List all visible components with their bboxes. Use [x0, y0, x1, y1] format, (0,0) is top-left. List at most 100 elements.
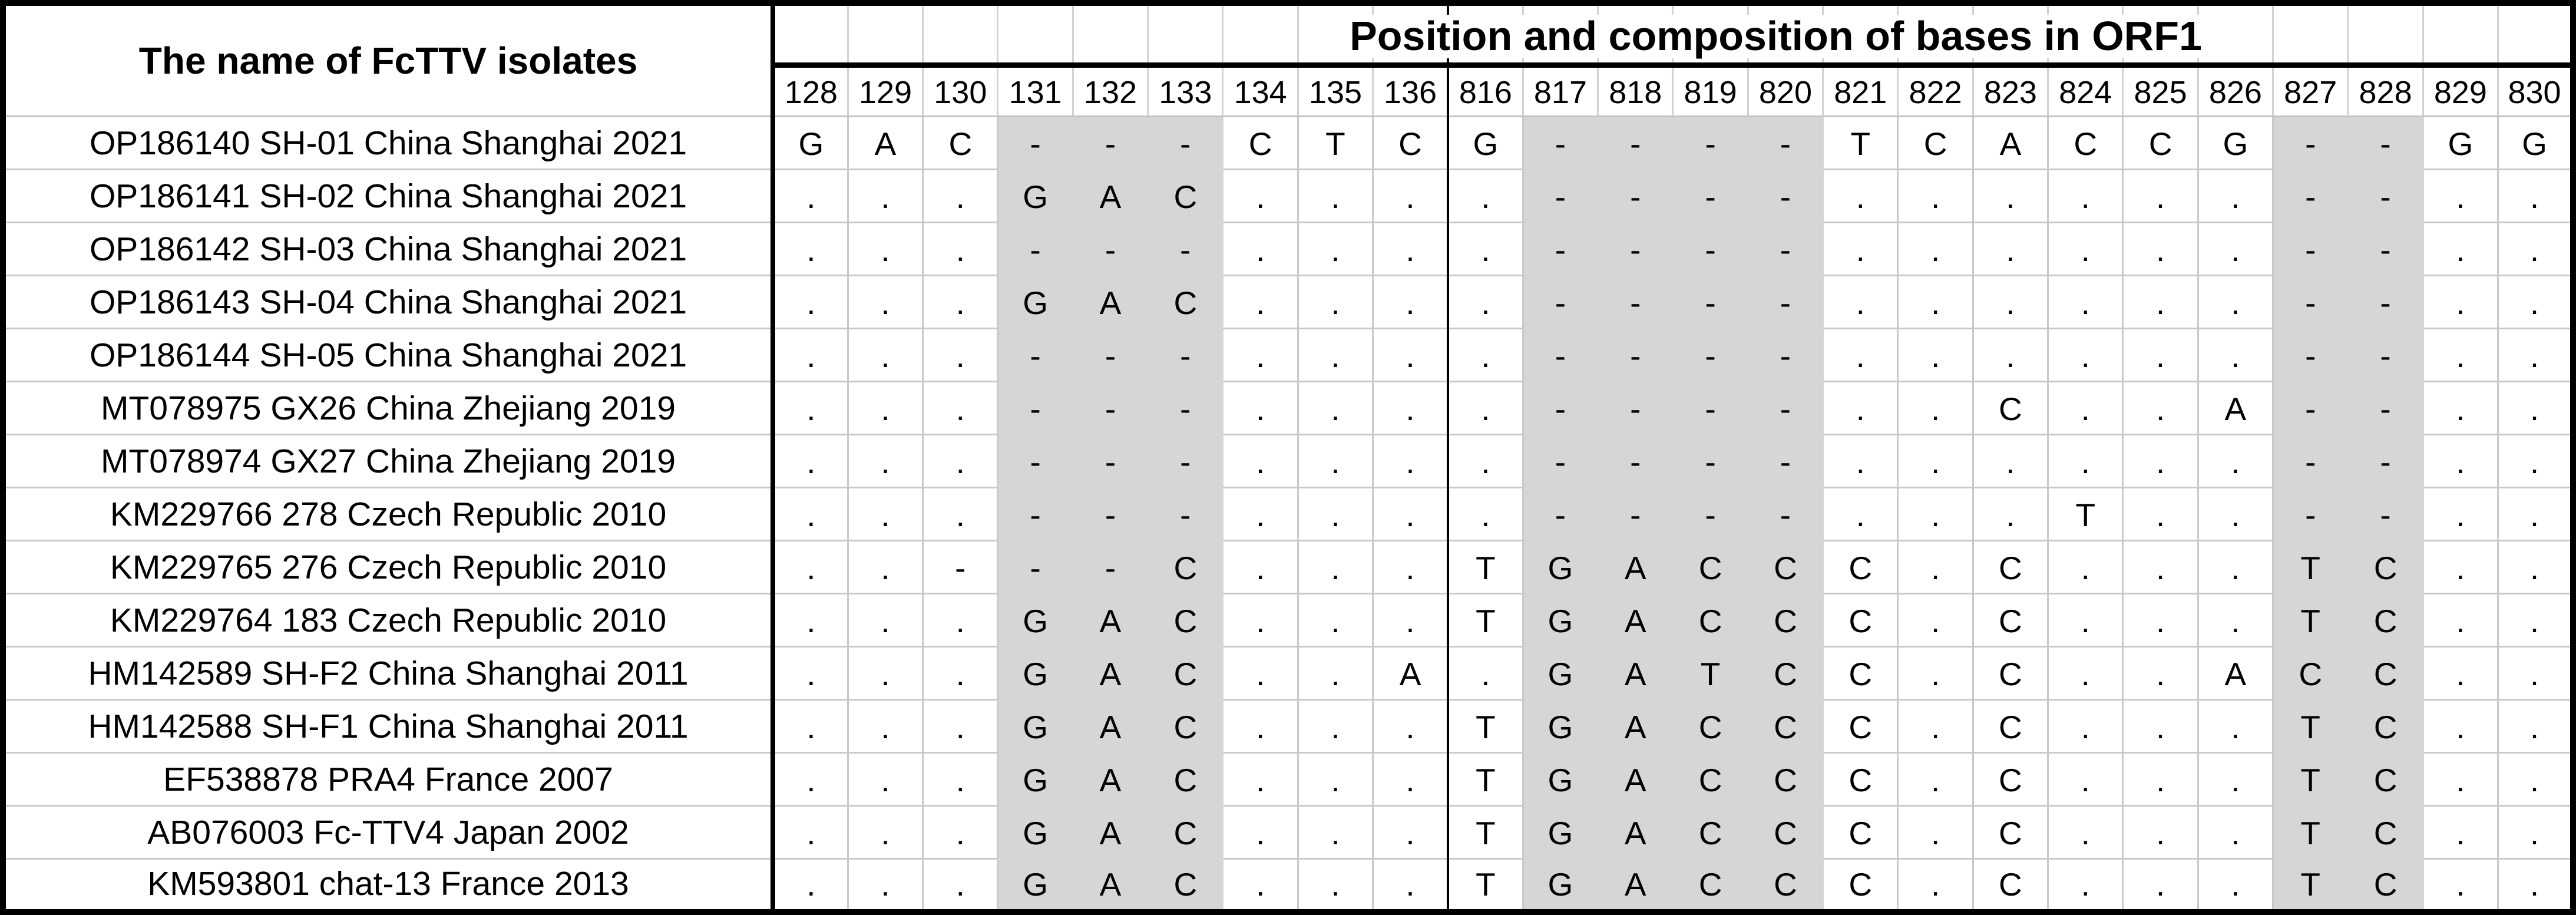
- base-cell-817: G: [1523, 593, 1599, 648]
- base-cell-827: -: [2273, 222, 2349, 276]
- base-cell-826: .: [2198, 805, 2274, 860]
- base-cell-827: -: [2273, 381, 2349, 436]
- base-cell-822: .: [1897, 805, 1974, 860]
- base-cell-817: -: [1523, 434, 1599, 489]
- base-cell-824: .: [2048, 805, 2124, 860]
- base-cell-135: .: [1298, 858, 1374, 913]
- base-cell-134: .: [1222, 752, 1299, 807]
- base-cell-830: .: [2498, 328, 2574, 382]
- base-cell-830: .: [2498, 222, 2574, 276]
- base-cell-134: .: [1222, 275, 1299, 329]
- base-cell-821: C: [1823, 752, 1899, 807]
- base-cell-826: A: [2198, 381, 2274, 436]
- base-cell-822: .: [1897, 275, 1974, 329]
- base-cell-823: A: [1973, 116, 2049, 170]
- base-cell-820: -: [1748, 116, 1824, 170]
- isolate-row: KM229766 278 Czech Republic 2010... - - -..…: [3, 487, 2574, 542]
- base-cell-134: .: [1222, 434, 1299, 489]
- position-header-824: 824: [2048, 65, 2124, 117]
- base-cell-134: .: [1222, 540, 1299, 595]
- base-cell-827: -: [2273, 328, 2349, 382]
- position-header-818: 818: [1598, 65, 1674, 117]
- base-cell-826: .: [2198, 540, 2274, 595]
- base-cell-820: -: [1748, 169, 1824, 223]
- base-cell-819: C: [1672, 699, 1749, 754]
- base-cell-130: .: [922, 169, 999, 223]
- base-cell-130: .: [922, 858, 999, 913]
- base-cell-830: .: [2498, 805, 2574, 860]
- base-cell-824: .: [2048, 328, 2124, 382]
- base-cell-824: C: [2048, 116, 2124, 170]
- isolate-name-cell: OP186141 SH-02 China Shanghai 2021: [3, 169, 775, 223]
- base-cell-136: .: [1373, 381, 1449, 436]
- base-cell-129: .: [848, 328, 924, 382]
- base-cell-823: .: [1973, 275, 2049, 329]
- base-cell-128: .: [773, 169, 849, 223]
- base-cell-824: .: [2048, 646, 2124, 701]
- base-cell-816: .: [1446, 222, 1524, 276]
- base-cell-131: G: [997, 699, 1074, 754]
- base-cell-830: .: [2498, 434, 2574, 489]
- base-cell-128: .: [773, 328, 849, 382]
- base-cell-130: .: [922, 699, 999, 754]
- base-cell-136: .: [1373, 805, 1449, 860]
- isolate-name-cell: KM229764 183 Czech Republic 2010: [3, 593, 775, 648]
- base-cell-830: .: [2498, 540, 2574, 595]
- isolate-name-cell: OP186144 SH-05 China Shanghai 2021: [3, 328, 775, 382]
- title-row-segment-818: [1598, 3, 1674, 68]
- base-cell-128: .: [773, 487, 849, 542]
- base-cell-129: .: [848, 699, 924, 754]
- base-cell-817: G: [1523, 646, 1599, 701]
- base-cell-820: -: [1748, 381, 1824, 436]
- base-cell-128: .: [773, 275, 849, 329]
- base-cell-817: G: [1523, 858, 1599, 913]
- base-cell-827: T: [2273, 858, 2349, 913]
- base-cell-826: .: [2198, 752, 2274, 807]
- base-cell-133: C: [1148, 169, 1224, 223]
- title-row-segment-132: [1073, 3, 1149, 68]
- base-cell-829: .: [2423, 381, 2499, 436]
- base-cell-134: .: [1222, 858, 1299, 913]
- base-cell-136: .: [1373, 752, 1449, 807]
- base-cell-816: .: [1446, 275, 1524, 329]
- title-row-segment-826: [2198, 3, 2274, 68]
- title-row-segment-128: [773, 3, 849, 68]
- base-cell-136: .: [1373, 487, 1449, 542]
- base-cell-818: A: [1598, 646, 1674, 701]
- base-cell-827: -: [2273, 116, 2349, 170]
- base-cell-823: C: [1973, 381, 2049, 436]
- position-header-819: 819: [1672, 65, 1749, 117]
- base-cell-823: C: [1973, 699, 2049, 754]
- base-cell-136: .: [1373, 540, 1449, 595]
- base-cell-133: -: [1148, 434, 1224, 489]
- base-cell-133: C: [1148, 646, 1224, 701]
- base-cell-134: C: [1222, 116, 1299, 170]
- base-cell-822: .: [1897, 646, 1974, 701]
- isolate-row: OP186144 SH-05 China Shanghai 2021... - - -…: [3, 328, 2574, 382]
- base-cell-130: .: [922, 752, 999, 807]
- base-cell-823: C: [1973, 593, 2049, 648]
- base-cell-827: T: [2273, 593, 2349, 648]
- base-cell-129: .: [848, 858, 924, 913]
- base-cell-829: .: [2423, 699, 2499, 754]
- base-cell-820: C: [1748, 752, 1824, 807]
- base-cell-136: .: [1373, 222, 1449, 276]
- base-cell-826: A: [2198, 646, 2274, 701]
- base-cell-821: .: [1823, 169, 1899, 223]
- base-cell-128: .: [773, 858, 849, 913]
- base-cell-821: .: [1823, 222, 1899, 276]
- base-cell-829: .: [2423, 275, 2499, 329]
- base-cell-129: .: [848, 752, 924, 807]
- base-cell-819: -: [1672, 275, 1749, 329]
- base-cell-133: C: [1148, 699, 1224, 754]
- base-cell-136: C: [1373, 116, 1449, 170]
- base-cell-132: A: [1073, 275, 1149, 329]
- base-cell-131: G: [997, 593, 1074, 648]
- base-cell-823: C: [1973, 805, 2049, 860]
- base-cell-133: -: [1148, 328, 1224, 382]
- base-cell-135: .: [1298, 540, 1374, 595]
- base-cell-136: .: [1373, 169, 1449, 223]
- base-cell-823: C: [1973, 646, 2049, 701]
- base-cell-132: A: [1073, 169, 1149, 223]
